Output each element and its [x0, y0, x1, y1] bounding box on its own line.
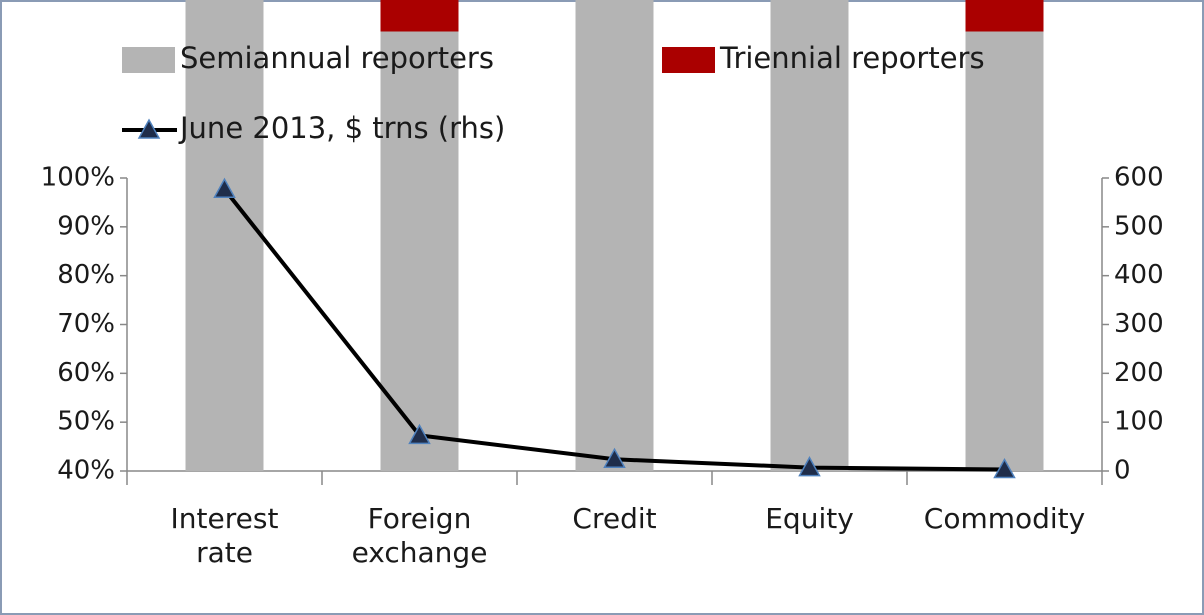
line-marker	[798, 456, 821, 477]
bar-segment	[965, 0, 1044, 32]
y-tick-label: 100%	[41, 163, 115, 193]
bar-segment	[185, 0, 264, 471]
legend-swatch	[662, 47, 715, 73]
legend-marker	[137, 118, 161, 139]
y-tick-label: 70%	[57, 309, 115, 339]
x-tick-label: Commodity	[923, 502, 1086, 535]
line-marker	[213, 177, 236, 198]
line-marker	[993, 457, 1016, 479]
legend-swatch	[122, 47, 175, 73]
legend-label: June 2013, $ trns (rhs)	[178, 111, 505, 145]
bar-segment	[380, 0, 459, 32]
x-tick-label: Interest rate	[170, 502, 279, 569]
line-marker	[408, 423, 431, 445]
legend-label: Triennial reporters	[719, 41, 985, 75]
y2-tick-label: 100	[1114, 407, 1164, 437]
x-tick-label: Equity	[765, 502, 854, 535]
y2-tick-label: 300	[1114, 309, 1164, 339]
line-marker	[603, 447, 626, 469]
y-tick-label: 50%	[57, 407, 115, 437]
bar-segment	[575, 0, 654, 472]
bar-segment	[965, 31, 1044, 471]
bar-segment	[380, 31, 459, 471]
x-tick-label: Credit	[572, 502, 657, 535]
x-tick-label: Foreign exchange	[351, 502, 488, 569]
y2-tick-label: 400	[1114, 260, 1164, 290]
y-tick-label: 80%	[57, 260, 115, 290]
legend-label: Semiannual reporters	[180, 41, 494, 75]
y2-tick-label: 200	[1114, 358, 1164, 388]
y2-tick-label: 600	[1114, 163, 1164, 193]
y2-tick-label: 500	[1114, 211, 1164, 241]
y-tick-label: 90%	[57, 211, 115, 241]
bar-segment	[770, 0, 849, 472]
y-tick-label: 60%	[57, 358, 115, 388]
y2-tick-label: 0	[1114, 456, 1131, 486]
y-tick-label: 40%	[57, 456, 115, 486]
